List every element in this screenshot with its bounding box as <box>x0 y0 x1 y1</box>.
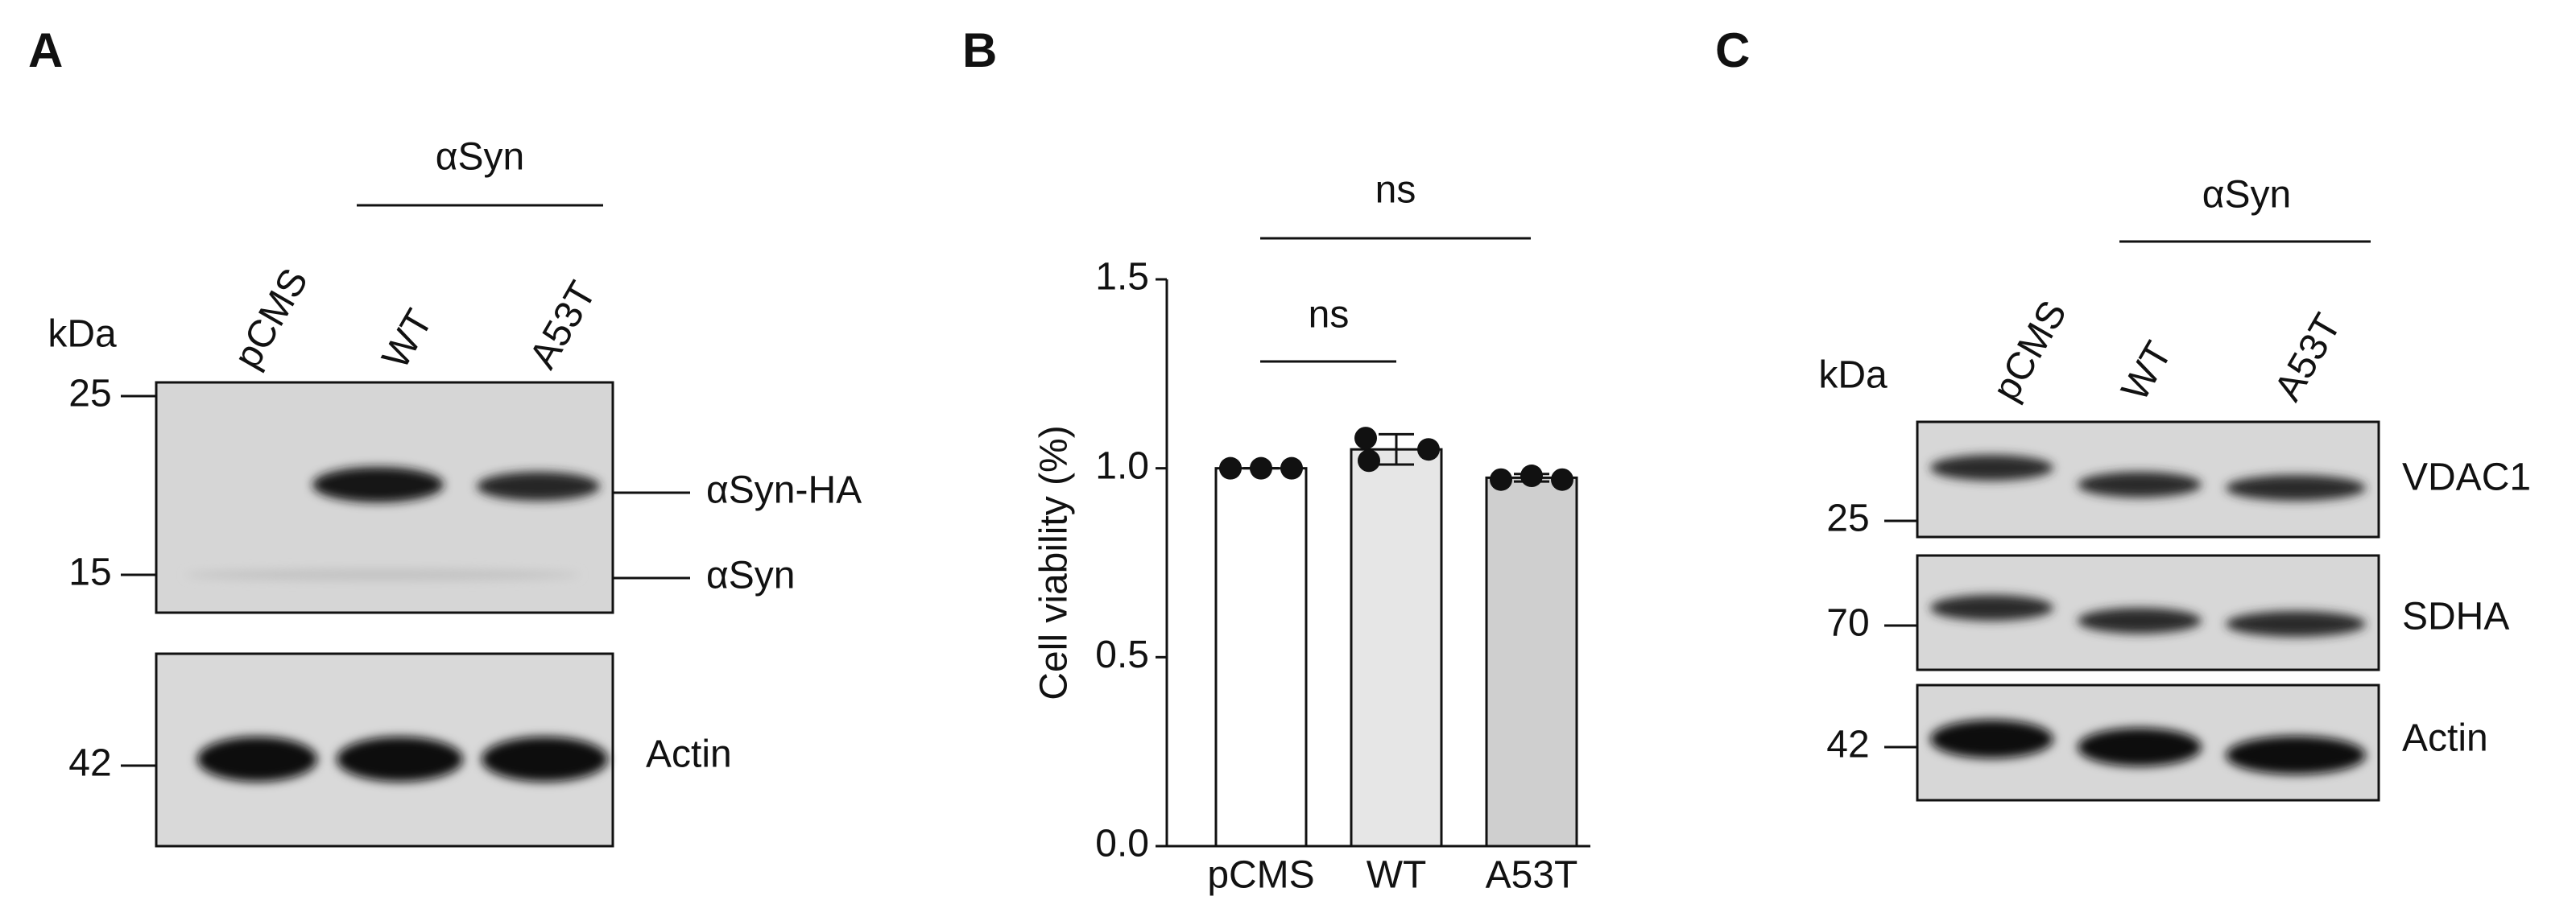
y-axis-title: Cell viability (%) <box>1033 425 1076 700</box>
lane-label: A53T <box>522 275 605 376</box>
y-tick-label: 0.0 <box>1095 823 1149 865</box>
data-point <box>1490 468 1512 491</box>
band-label: αSyn <box>706 555 795 597</box>
lane-label: WT <box>2114 335 2181 408</box>
marker-label: 25 <box>68 373 111 415</box>
group-label: αSyn <box>2202 174 2291 217</box>
bar <box>1485 476 1578 848</box>
marker-label: 42 <box>1826 724 1869 766</box>
band <box>185 569 580 580</box>
kda-label: kDa <box>1818 354 1888 397</box>
marker-label: 25 <box>1826 498 1869 540</box>
annotation: ns <box>1309 294 1350 337</box>
band-label: SDHA <box>2402 596 2509 638</box>
data-point <box>1520 465 1543 488</box>
lane-label: A53T <box>2267 307 2350 408</box>
band <box>2226 475 2366 501</box>
marker-label: 42 <box>68 742 111 785</box>
band <box>337 737 463 782</box>
data-point <box>1417 438 1440 461</box>
data-point <box>1219 456 1242 480</box>
band <box>2078 472 2202 498</box>
x-tick-label: WT <box>1367 854 1427 897</box>
error-bar <box>1379 432 1414 466</box>
lane-label: pCMS <box>1985 294 2076 408</box>
bar <box>1214 467 1308 848</box>
band <box>477 472 600 501</box>
marker-label: 15 <box>68 551 111 594</box>
y-tick-label: 1.0 <box>1095 444 1149 487</box>
panel-label: A <box>28 23 63 77</box>
band-label: Actin <box>646 733 732 776</box>
data-point <box>1358 449 1380 473</box>
band <box>1930 595 2053 621</box>
x-tick-label: A53T <box>1486 854 1578 897</box>
band <box>482 737 608 782</box>
data-point <box>1354 427 1377 450</box>
group-label: αSyn <box>436 136 524 179</box>
band <box>2226 736 2366 774</box>
band-label: VDAC1 <box>2402 456 2531 499</box>
marker-label: 70 <box>1826 602 1869 645</box>
band-label: αSyn-HA <box>706 469 862 512</box>
bar <box>1350 448 1443 848</box>
data-point <box>1250 456 1272 480</box>
band <box>1930 455 2053 481</box>
band <box>1930 720 2053 758</box>
x-tick-label: pCMS <box>1207 854 1314 897</box>
band <box>2078 608 2202 634</box>
panel-label: C <box>1715 23 1750 77</box>
band <box>2078 728 2202 766</box>
y-tick-label: 1.5 <box>1095 256 1149 299</box>
y-tick-label: 0.5 <box>1095 634 1149 676</box>
panel-label: B <box>962 23 997 77</box>
band <box>197 737 317 782</box>
data-point <box>1551 468 1573 491</box>
band <box>2226 611 2366 637</box>
annotation: ns <box>1375 169 1416 212</box>
data-point <box>1280 456 1303 480</box>
band-label: Actin <box>2402 717 2488 760</box>
lane-label: pCMS <box>226 262 317 376</box>
kda-label: kDa <box>48 313 117 356</box>
lane-label: WT <box>374 303 441 376</box>
band <box>312 467 444 502</box>
